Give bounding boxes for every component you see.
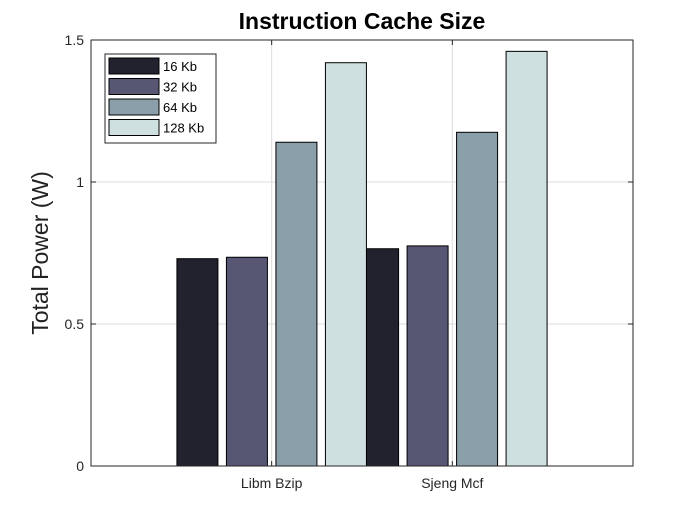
legend: 16 Kb 32 Kb 64 Kb 128 Kb bbox=[104, 53, 217, 144]
bar-128-kb-sjeng-mcf bbox=[505, 50, 548, 467]
y-tick-label: 0 bbox=[76, 458, 84, 474]
bar-128-kb-libm-bzip bbox=[324, 62, 367, 467]
y-tick-label: 0.5 bbox=[65, 316, 85, 332]
x-tick-label: Sjeng Mcf bbox=[421, 475, 483, 491]
bar-64-kb-libm-bzip bbox=[275, 141, 318, 467]
axes-frame bbox=[90, 39, 634, 467]
legend-label: 128 Kb bbox=[163, 121, 204, 136]
legend-swatch bbox=[108, 119, 160, 136]
legend-swatch bbox=[108, 57, 160, 75]
legend-label: 16 Kb bbox=[163, 59, 197, 74]
ticks: 0 0.5 1 1.5 Libm Bzip Sjeng Mcf bbox=[65, 32, 633, 491]
legend-label: 64 Kb bbox=[163, 100, 197, 115]
bar-32-kb-sjeng-mcf bbox=[406, 245, 449, 467]
y-tick-label: 1.5 bbox=[65, 32, 85, 48]
y-tick-label: 1 bbox=[76, 174, 84, 190]
bar-32-kb-libm-bzip bbox=[225, 256, 268, 467]
bar-16-kb-libm-bzip bbox=[176, 258, 219, 467]
x-tick-label: Libm Bzip bbox=[241, 475, 303, 491]
legend-swatch bbox=[108, 78, 160, 95]
y-axis-label: Total Power (W) bbox=[27, 171, 53, 335]
bar-64-kb-sjeng-mcf bbox=[456, 131, 499, 467]
legend-swatch bbox=[108, 98, 160, 116]
chart-title: Instruction Cache Size bbox=[239, 8, 486, 34]
legend-label: 32 Kb bbox=[163, 80, 197, 95]
bars bbox=[176, 50, 548, 467]
